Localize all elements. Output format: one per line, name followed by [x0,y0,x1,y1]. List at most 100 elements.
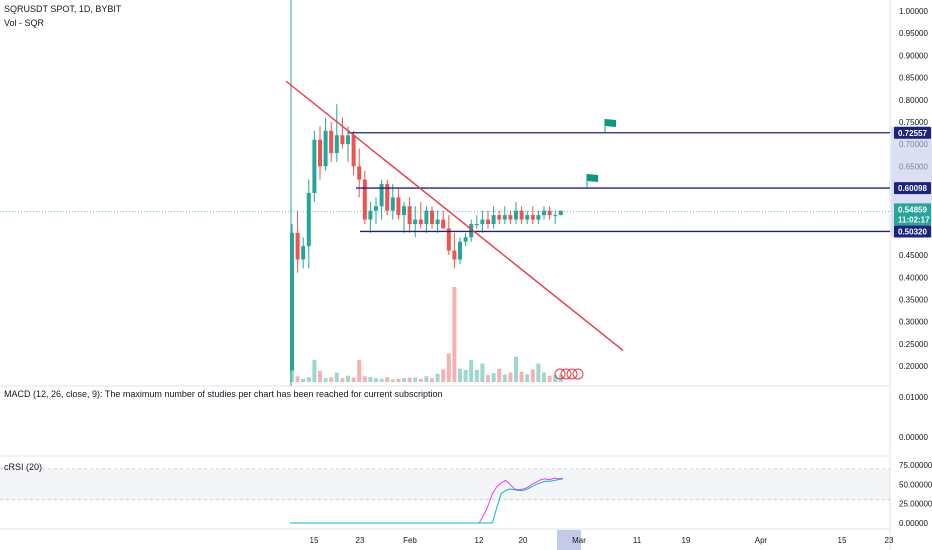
volume-bar [508,372,513,382]
price-tick: 0.80000 [899,96,928,105]
volume-bar [306,377,311,382]
price-tick: 0.45000 [899,251,928,260]
volume-bar [525,374,530,382]
crsi-pane [0,468,890,524]
candle-body [407,206,412,224]
volume-bar [530,369,535,382]
crsi-band [0,468,890,500]
price-label-box [894,126,931,139]
time-tick: 15 [310,536,319,545]
candle-body [542,210,546,216]
price-tick: 0.95000 [899,29,928,38]
candle-body [536,215,541,220]
price-label-box [894,213,931,226]
volume-bar [318,370,322,382]
candle-body [480,219,485,224]
volume-marker [554,368,566,380]
macd-tick: 0.00000 [899,433,928,442]
candle-body [508,215,513,220]
candle-body [547,210,552,216]
volume-marker [566,368,578,380]
volume-bar [301,378,306,382]
volume-bar [452,287,457,382]
candle-body [558,210,563,216]
price-tick: 0.25000 [899,340,928,349]
volume-bar [329,377,334,382]
price-tick: 0.85000 [899,74,928,83]
candle-body [312,139,317,193]
horizontal-levels[interactable] [0,132,890,233]
price-label-text: 0.60098 [898,184,927,193]
candle-body [357,166,362,180]
volume-bar [385,377,390,382]
time-axis[interactable]: 15 23 Feb 12 20 Mar 11 19 Apr 15 23 [310,530,894,550]
volume-bar [553,375,558,382]
candle-body [491,215,496,224]
price-label-box [894,182,931,195]
volume-bar [396,378,401,382]
trend-lines[interactable] [285,80,624,352]
time-tick: Mar [572,536,586,545]
candle-body [418,219,423,224]
time-tick: 23 [885,536,894,545]
crsi-tick: 0.00000 [899,519,928,528]
candle-body [553,215,558,217]
flag-icon [605,119,616,128]
volume-bar [295,376,300,382]
volume-bar [430,378,434,382]
candle-body [346,135,350,145]
volume-bar [458,368,462,382]
symbol-title[interactable]: SQRUSDT SPOT, 1D, BYBIT [4,4,122,14]
candle-body [290,232,294,371]
candle-body [497,215,502,220]
volume-marker [572,368,584,380]
candle-body [502,215,507,220]
crsi-ma-line [290,478,563,524]
volume-bar [390,379,395,382]
price-tick: 0.40000 [899,273,928,282]
flag-icon [587,174,598,183]
price-label-box [894,203,931,216]
price-label-text: 0.54859 [898,205,927,214]
volume-bar [368,376,373,382]
crsi-legend[interactable]: cRSI (20) [4,462,42,472]
price-tick: 0.20000 [899,362,928,371]
candle-body [318,139,322,167]
price-tick: 0.30000 [899,318,928,327]
volume-bars [290,287,584,382]
price-label-text: 0.50320 [898,227,927,236]
crsi-tick: 25.00000 [899,500,932,509]
candle-body [463,237,468,242]
volume-bar [547,375,552,382]
candle-body [306,192,311,247]
candle-body [362,179,367,220]
candle-body [295,232,300,260]
volume-bar [418,378,423,382]
candle-body [452,250,457,260]
volume-bar [446,353,451,382]
volume-bar [323,378,328,382]
flags[interactable] [586,119,616,189]
candle-body [323,130,328,167]
candle-body [424,210,429,224]
candles [290,104,563,371]
time-tick: 12 [475,536,484,545]
time-tick: Apr [755,536,768,545]
candle-body [435,219,440,224]
candle-body [385,184,390,211]
volume-legend[interactable]: Vol - SQR [4,18,45,28]
volume-bar [463,369,468,382]
volume-bar [469,359,474,382]
macd-legend[interactable]: MACD (12, 26, close, 9): The maximum num… [4,389,443,399]
price-tick: 0.90000 [899,51,928,60]
candle-body [458,241,462,260]
trend-line [285,80,624,352]
volume-bar [441,369,446,382]
volume-bar [413,377,418,382]
volume-bar [312,359,317,382]
crsi-tick: 50.00000 [899,480,932,489]
time-tick: 19 [682,536,691,545]
